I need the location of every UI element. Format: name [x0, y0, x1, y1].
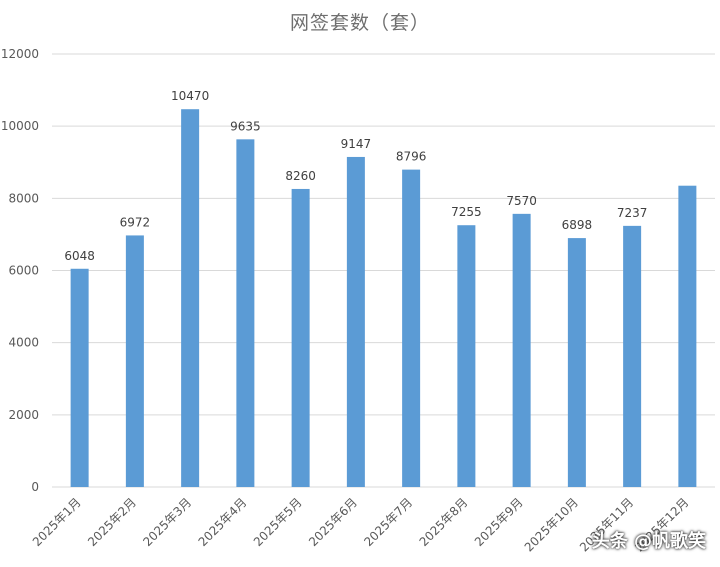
bar: [70, 268, 89, 487]
bar: [623, 225, 642, 487]
data-label: 7255: [451, 205, 482, 219]
x-tick-label: 2025年6月: [306, 495, 360, 549]
watermark: 头条 @帆歌笑: [591, 531, 706, 552]
y-tick-label: 12000: [1, 47, 39, 61]
bar: [346, 156, 365, 488]
chart-title: 网签套数（套）: [289, 12, 430, 34]
bar: [236, 139, 255, 487]
y-tick-label: 8000: [8, 191, 39, 205]
y-tick-label: 2000: [8, 408, 39, 422]
data-label: 6898: [562, 218, 593, 232]
bar: [457, 225, 476, 487]
x-tick-label: 2025年1月: [30, 495, 84, 549]
y-tick-label: 10000: [1, 119, 39, 133]
y-tick-label: 4000: [8, 336, 39, 350]
bar: [181, 109, 200, 488]
x-tick-label: 2025年5月: [251, 495, 305, 549]
x-tick-label: 2025年8月: [417, 495, 471, 549]
x-tick-label: 2025年3月: [140, 495, 194, 549]
bar: [291, 188, 310, 487]
data-label: 6048: [64, 249, 95, 263]
bar: [567, 238, 586, 487]
data-label: 9147: [341, 137, 372, 151]
x-tick-label: 2025年9月: [472, 495, 526, 549]
x-tick-label: 2025年2月: [85, 495, 139, 549]
data-label: 8260: [285, 169, 316, 183]
data-label: 9635: [230, 119, 261, 133]
bar: [512, 213, 531, 487]
x-tick-label: 2025年4月: [196, 495, 250, 549]
data-label: 10470: [171, 89, 209, 103]
y-tick-label: 0: [31, 480, 39, 494]
x-tick-label: 2025年10月: [522, 495, 581, 554]
bar: [678, 185, 697, 487]
y-tick-label: 6000: [8, 264, 39, 278]
data-label: 6972: [120, 215, 151, 229]
data-label: 7237: [617, 206, 648, 220]
bar: [125, 235, 144, 487]
data-label: 7570: [506, 194, 537, 208]
data-label: 8796: [396, 150, 427, 164]
x-tick-label: 2025年7月: [361, 495, 415, 549]
bar: [402, 169, 421, 487]
